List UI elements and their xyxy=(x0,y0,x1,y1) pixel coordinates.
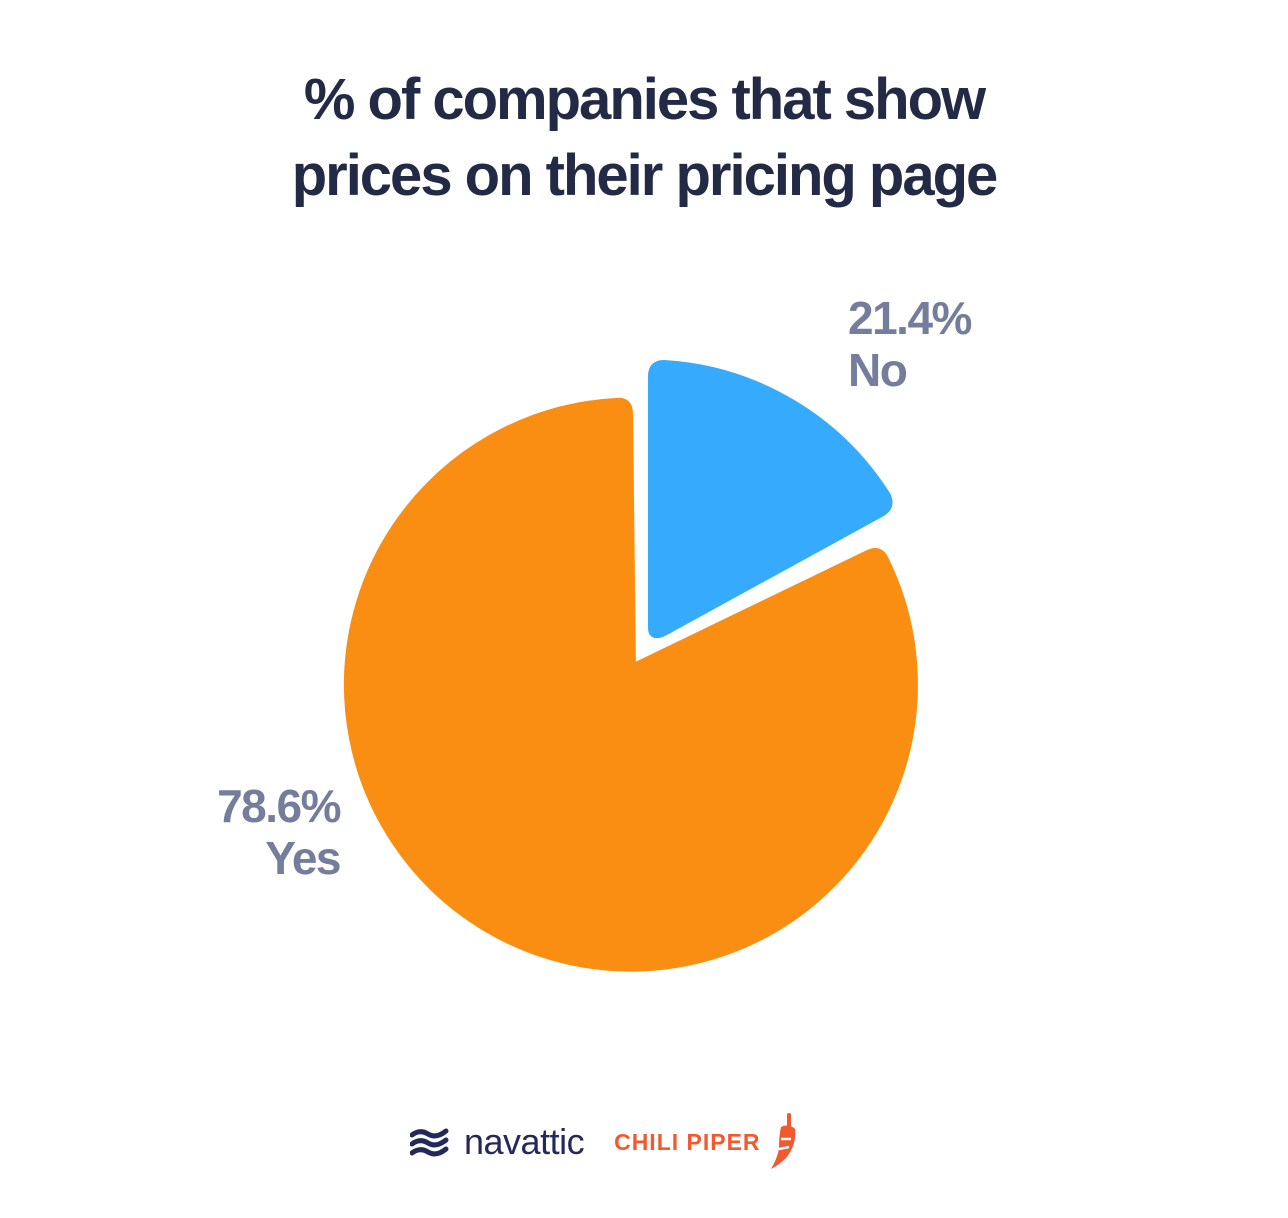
label-yes-pct: 78.6% xyxy=(217,780,341,832)
label-yes: 78.6% Yes xyxy=(190,780,341,884)
chili-pepper-icon xyxy=(770,1113,795,1169)
pie-slice-no xyxy=(648,360,893,639)
chart-title: % of companies that show prices on their… xyxy=(0,62,1288,214)
navattic-logo: navattic xyxy=(410,1121,585,1163)
label-no: 21.4% No xyxy=(848,292,972,396)
navattic-waves-icon xyxy=(410,1128,449,1157)
label-yes-name: Yes xyxy=(265,832,341,884)
label-no-name: No xyxy=(848,344,908,396)
chili-piper-wordmark: CHILI PIPER xyxy=(614,1128,761,1155)
chart-title-line1: % of companies that show xyxy=(303,67,986,132)
label-no-pct: 21.4% xyxy=(848,292,972,344)
pie-slice-yes xyxy=(343,397,918,972)
chili-piper-logo: CHILI PIPER xyxy=(614,1113,800,1171)
chart-title-line2: prices on their pricing page xyxy=(291,143,999,208)
footer-logos: navattic CHILI PIPER xyxy=(410,1112,801,1172)
navattic-wordmark: navattic xyxy=(464,1121,585,1162)
